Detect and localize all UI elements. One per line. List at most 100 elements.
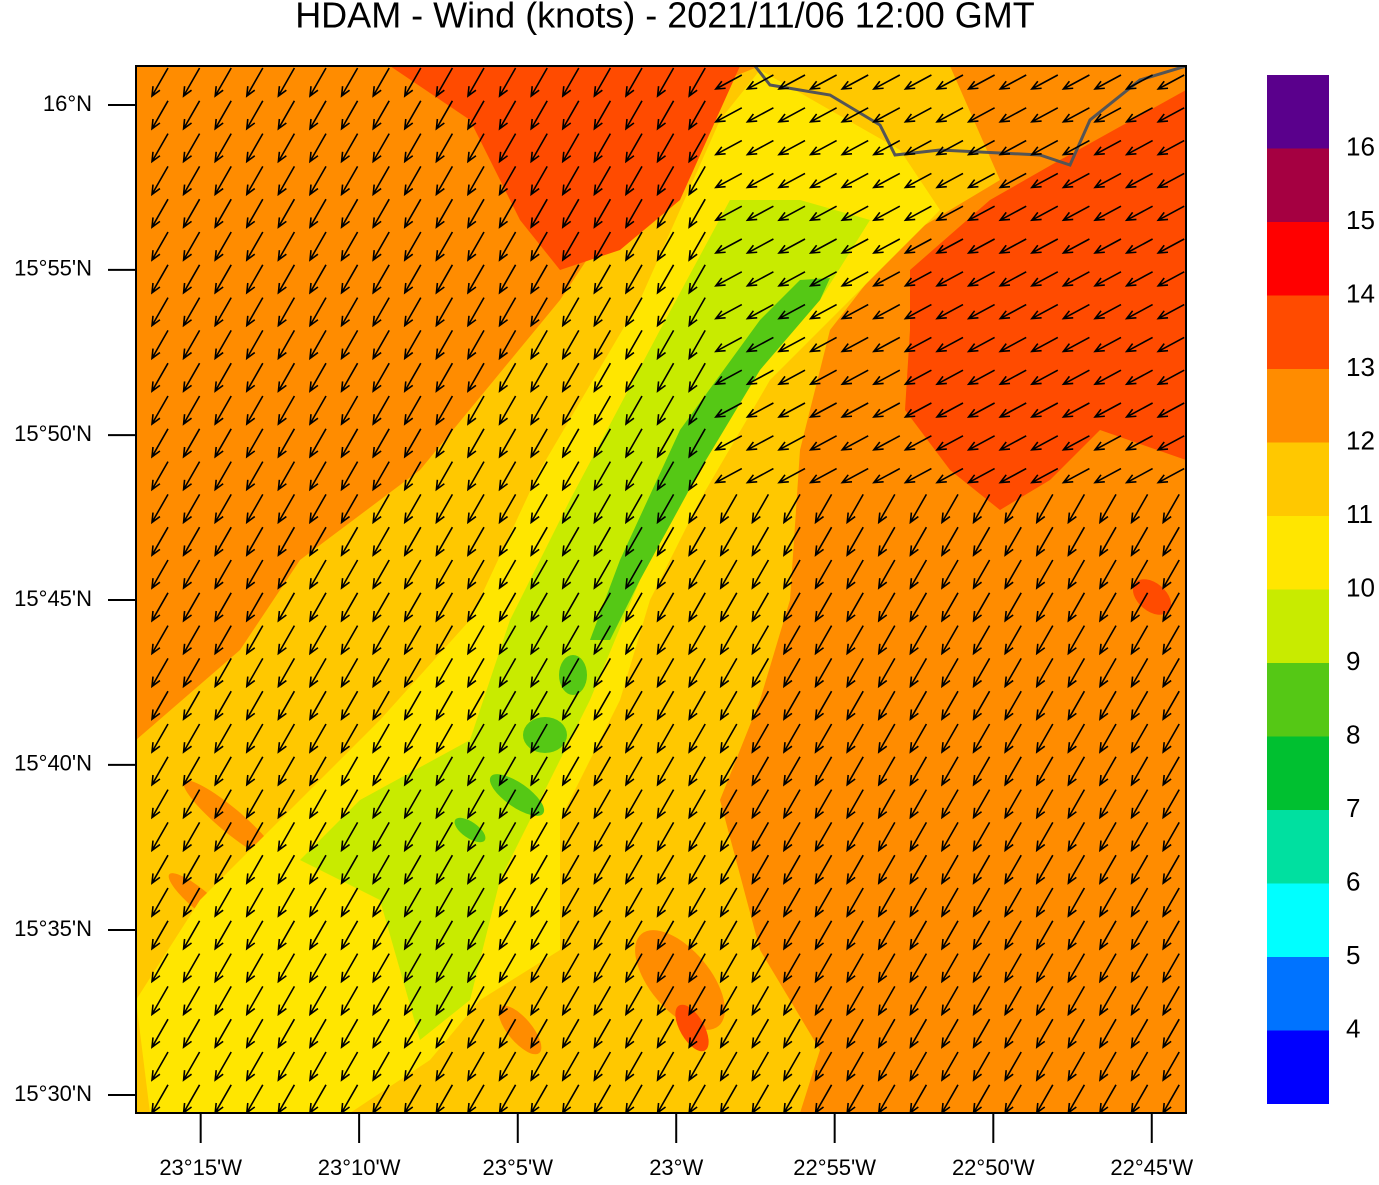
wind-arrow (719, 690, 738, 721)
wind-arrow (1130, 920, 1149, 951)
wind-arrow (972, 690, 991, 721)
wind-arrow (714, 303, 743, 320)
colorbar-box (1267, 295, 1329, 369)
wind-arrow (1004, 690, 1022, 721)
wind-arrow (530, 986, 548, 1017)
wind-arrow (561, 756, 580, 787)
wind-arrow (309, 789, 327, 820)
wind-arrow (498, 789, 517, 820)
wind-arrow (435, 986, 454, 1017)
wind-arrow (372, 658, 390, 689)
wind-arrow (435, 198, 454, 229)
wind-arrow (593, 133, 612, 164)
wind-arrow (182, 231, 201, 262)
wind-arrow (814, 887, 833, 918)
wind-arrow (814, 756, 833, 787)
wind-arrow (872, 435, 901, 451)
wind-arrow (245, 1051, 264, 1082)
wind-arrow (656, 658, 675, 689)
wind-arrow (1061, 172, 1090, 189)
wind-arrow (467, 461, 485, 492)
wind-arrow (340, 100, 359, 131)
wind-arrow (593, 953, 612, 984)
wind-arrow (714, 139, 743, 156)
wind-arrow (435, 526, 454, 557)
wind-arrow (808, 303, 837, 320)
wind-arrow (877, 789, 896, 820)
wind-arrow (340, 166, 359, 197)
wind-arrow (998, 271, 1027, 287)
wind-arrow (972, 494, 991, 525)
wind-arrow (245, 920, 264, 951)
wind-arrow (498, 1018, 517, 1049)
wind-arrow (245, 166, 264, 197)
colorbar-box (1267, 369, 1329, 443)
wind-arrow (561, 297, 580, 328)
wind-arrow (498, 526, 517, 557)
wind-arrow (745, 336, 774, 353)
wind-arrow (182, 887, 201, 918)
wind-arrow (277, 330, 296, 361)
wind-arrow (403, 887, 422, 918)
wind-arrow (277, 625, 296, 656)
wind-arrow (941, 953, 959, 984)
wind-arrow (972, 592, 991, 623)
wind-arrow (1030, 238, 1059, 254)
wind-arrow (372, 1051, 390, 1082)
wind-arrow (277, 1051, 296, 1082)
wind-arrow (277, 362, 296, 393)
wind-arrow (688, 330, 706, 361)
wind-arrow (1067, 1018, 1086, 1049)
wind-arrow (277, 133, 296, 164)
wind-arrow (403, 264, 422, 295)
wind-arrow (498, 887, 517, 918)
wind-arrow (530, 625, 548, 656)
wind-arrow (372, 231, 390, 262)
wind-arrow (467, 789, 485, 820)
wind-arrow (151, 494, 169, 525)
wind-arrow (941, 723, 959, 754)
wind-arrow (467, 133, 485, 164)
wind-arrow (498, 822, 517, 853)
wind-arrow (372, 133, 390, 164)
colorbar-box (1267, 810, 1329, 884)
wind-arrow (277, 658, 296, 689)
wind-arrow (593, 526, 612, 557)
wind-arrow (656, 789, 675, 820)
wind-arrow (966, 369, 995, 386)
wind-arrow (151, 428, 169, 459)
wind-arrow (846, 526, 864, 557)
wind-arrow (151, 592, 169, 623)
wind-arrow (1093, 435, 1122, 451)
wind-arrow (182, 428, 201, 459)
wind-arrow (530, 166, 548, 197)
wind-arrow (403, 100, 422, 131)
wind-arrow (846, 887, 864, 918)
colorbar-label: 8 (1346, 719, 1360, 749)
wind-arrow (593, 986, 612, 1017)
wind-arrow (846, 1051, 864, 1082)
wind-arrow (214, 1018, 232, 1049)
wind-arrow (719, 723, 738, 754)
wind-arrow (966, 271, 995, 287)
wind-arrow (840, 107, 869, 123)
wind-arrow (625, 67, 643, 98)
wind-arrow (877, 822, 896, 853)
wind-arrow (277, 723, 296, 754)
wind-arrow (872, 74, 901, 90)
wind-arrow (435, 953, 454, 984)
wind-arrow (593, 822, 612, 853)
wind-arrow (935, 205, 964, 222)
wind-arrow (277, 789, 296, 820)
wind-arrow (340, 494, 359, 525)
wind-arrow (403, 986, 422, 1017)
wind-arrow (998, 435, 1027, 451)
wind-arrow (877, 756, 896, 787)
wind-arrow (688, 526, 706, 557)
wind-arrow (593, 395, 612, 426)
wind-arrow (998, 205, 1027, 222)
wind-arrow (435, 559, 454, 590)
wind-arrow (340, 526, 359, 557)
wind-arrow (719, 822, 738, 853)
wind-arrow (151, 395, 169, 426)
